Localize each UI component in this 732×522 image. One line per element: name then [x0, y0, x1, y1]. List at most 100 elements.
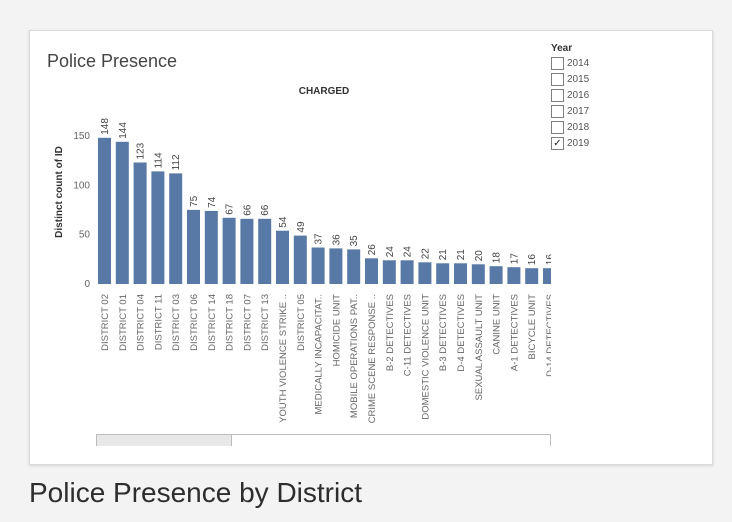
data-label: 21: [438, 249, 449, 261]
data-label: 20: [474, 250, 485, 262]
bar[interactable]: [382, 260, 396, 284]
data-label: 24: [403, 246, 414, 258]
data-label: 148: [100, 118, 111, 135]
data-label: 16: [527, 254, 538, 266]
bar[interactable]: [187, 209, 200, 284]
dashboard-card: Police Presence CHARGED Distinct count o…: [29, 30, 713, 465]
bar[interactable]: [347, 249, 361, 284]
checkbox-icon[interactable]: [551, 88, 564, 102]
y-tick-label: 0: [84, 279, 90, 290]
checkbox-icon[interactable]: [551, 104, 564, 118]
bar[interactable]: [133, 162, 147, 285]
y-tick-label: 50: [79, 230, 91, 241]
bar[interactable]: [169, 173, 183, 284]
legend-item-label: 2016: [567, 89, 590, 101]
x-tick-label: MEDICALLY INCAPACITAT..: [314, 294, 325, 415]
bar[interactable]: [115, 141, 129, 284]
bar[interactable]: [471, 264, 485, 285]
data-label: 17: [509, 253, 520, 265]
x-tick-label: DISTRICT 11: [153, 294, 164, 350]
bar[interactable]: [400, 260, 414, 284]
data-label: 112: [171, 154, 182, 170]
legend-item-label: 2018: [567, 121, 590, 133]
data-label: 36: [331, 234, 342, 246]
checkbox-icon[interactable]: [551, 120, 564, 134]
bar[interactable]: [543, 268, 556, 284]
data-label: 16: [545, 254, 556, 266]
y-tick-label: 100: [73, 180, 90, 191]
legend-item-label: 2017: [567, 105, 590, 117]
x-tick-label: DISTRICT 03: [171, 294, 182, 351]
x-tick-label: A-1 DETECTIVES: [509, 294, 520, 371]
bar[interactable]: [258, 218, 272, 284]
x-tick-label: DISTRICT 05: [296, 294, 307, 351]
data-label: 75: [189, 195, 200, 207]
x-tick-label: HOMICIDE UNIT: [331, 294, 342, 367]
checkbox-icon[interactable]: [551, 72, 564, 86]
x-tick-label: C-11 DETECTIVES: [403, 294, 414, 376]
data-label: 114: [153, 152, 164, 168]
bar[interactable]: [365, 258, 378, 284]
x-tick-label: DISTRICT 13: [260, 294, 271, 351]
bar[interactable]: [240, 218, 254, 284]
bar[interactable]: [329, 248, 343, 284]
chart-title: CHARGED: [299, 86, 350, 97]
bar[interactable]: [489, 266, 503, 284]
legend-items: 2014 2015 2016 2017 2018 ✓ 2019: [551, 55, 701, 151]
x-tick-label: D-14 DETECTIVES: [545, 294, 556, 377]
data-label: 22: [420, 248, 431, 260]
data-label: 26: [367, 244, 378, 256]
y-axis: 0 50 100 150: [73, 131, 90, 290]
x-tick-label: CANINE UNIT: [492, 294, 503, 355]
bar[interactable]: [293, 235, 307, 284]
legend-title: Year: [551, 43, 573, 54]
legend-item-2016[interactable]: 2016: [551, 87, 701, 103]
checkbox-checked-icon[interactable]: ✓: [551, 136, 564, 150]
bar[interactable]: [436, 263, 450, 284]
data-label: 18: [492, 252, 503, 264]
data-label: 37: [314, 233, 325, 245]
legend-item-2015[interactable]: 2015: [551, 71, 701, 87]
data-label: 24: [385, 246, 396, 258]
year-legend: Year 2014 2015 2016 2017 2018 ✓ 2019: [551, 43, 701, 151]
bar[interactable]: [454, 263, 467, 284]
bar[interactable]: [222, 217, 236, 284]
data-label: 54: [278, 216, 289, 228]
bar[interactable]: [98, 137, 111, 284]
bar[interactable]: [418, 262, 432, 284]
bar[interactable]: [311, 247, 325, 285]
data-label: 66: [242, 204, 253, 216]
horizontal-scrollbar[interactable]: [96, 434, 551, 446]
legend-item-2017[interactable]: 2017: [551, 103, 701, 119]
legend-item-label: 2014: [567, 57, 590, 69]
x-tick-label: CRIME SCENE RESPONSE ..: [367, 294, 378, 423]
x-tick-label: DISTRICT 18: [225, 294, 236, 351]
y-tick-label: 150: [73, 131, 90, 142]
data-label: 144: [118, 122, 129, 139]
bar[interactable]: [507, 267, 521, 284]
x-tick-label: B-2 DETECTIVES: [385, 294, 396, 371]
x-tick-label: SEXUAL ASSAULT UNIT: [474, 294, 485, 401]
data-label: 49: [296, 221, 307, 233]
legend-item-2019[interactable]: ✓ 2019: [551, 135, 701, 151]
legend-item-2018[interactable]: 2018: [551, 119, 701, 135]
bar[interactable]: [151, 171, 165, 284]
x-tick-label: DOMESTIC VIOLENCE UNIT: [420, 294, 431, 420]
legend-item-2014[interactable]: 2014: [551, 55, 701, 71]
x-tick-label: BICYCLE UNIT: [527, 294, 538, 360]
bar[interactable]: [204, 210, 218, 284]
data-label: 74: [207, 196, 218, 208]
data-label: 67: [225, 203, 236, 215]
checkbox-icon[interactable]: [551, 56, 564, 70]
scrollbar-thumb[interactable]: [97, 435, 232, 446]
x-tick-label: DISTRICT 06: [189, 294, 200, 351]
legend-item-label: 2019: [567, 137, 590, 149]
bar[interactable]: [525, 268, 539, 284]
x-tick-label: D-4 DETECTIVES: [456, 294, 467, 372]
x-tick-label: MOBILE OPERATIONS PAT..: [349, 294, 360, 418]
bar[interactable]: [276, 230, 289, 284]
x-tick-label: DISTRICT 07: [242, 294, 253, 351]
x-tick-label: B-3 DETECTIVES: [438, 294, 449, 371]
data-label: 123: [136, 142, 147, 159]
x-tick-label: DISTRICT 14: [207, 294, 218, 351]
